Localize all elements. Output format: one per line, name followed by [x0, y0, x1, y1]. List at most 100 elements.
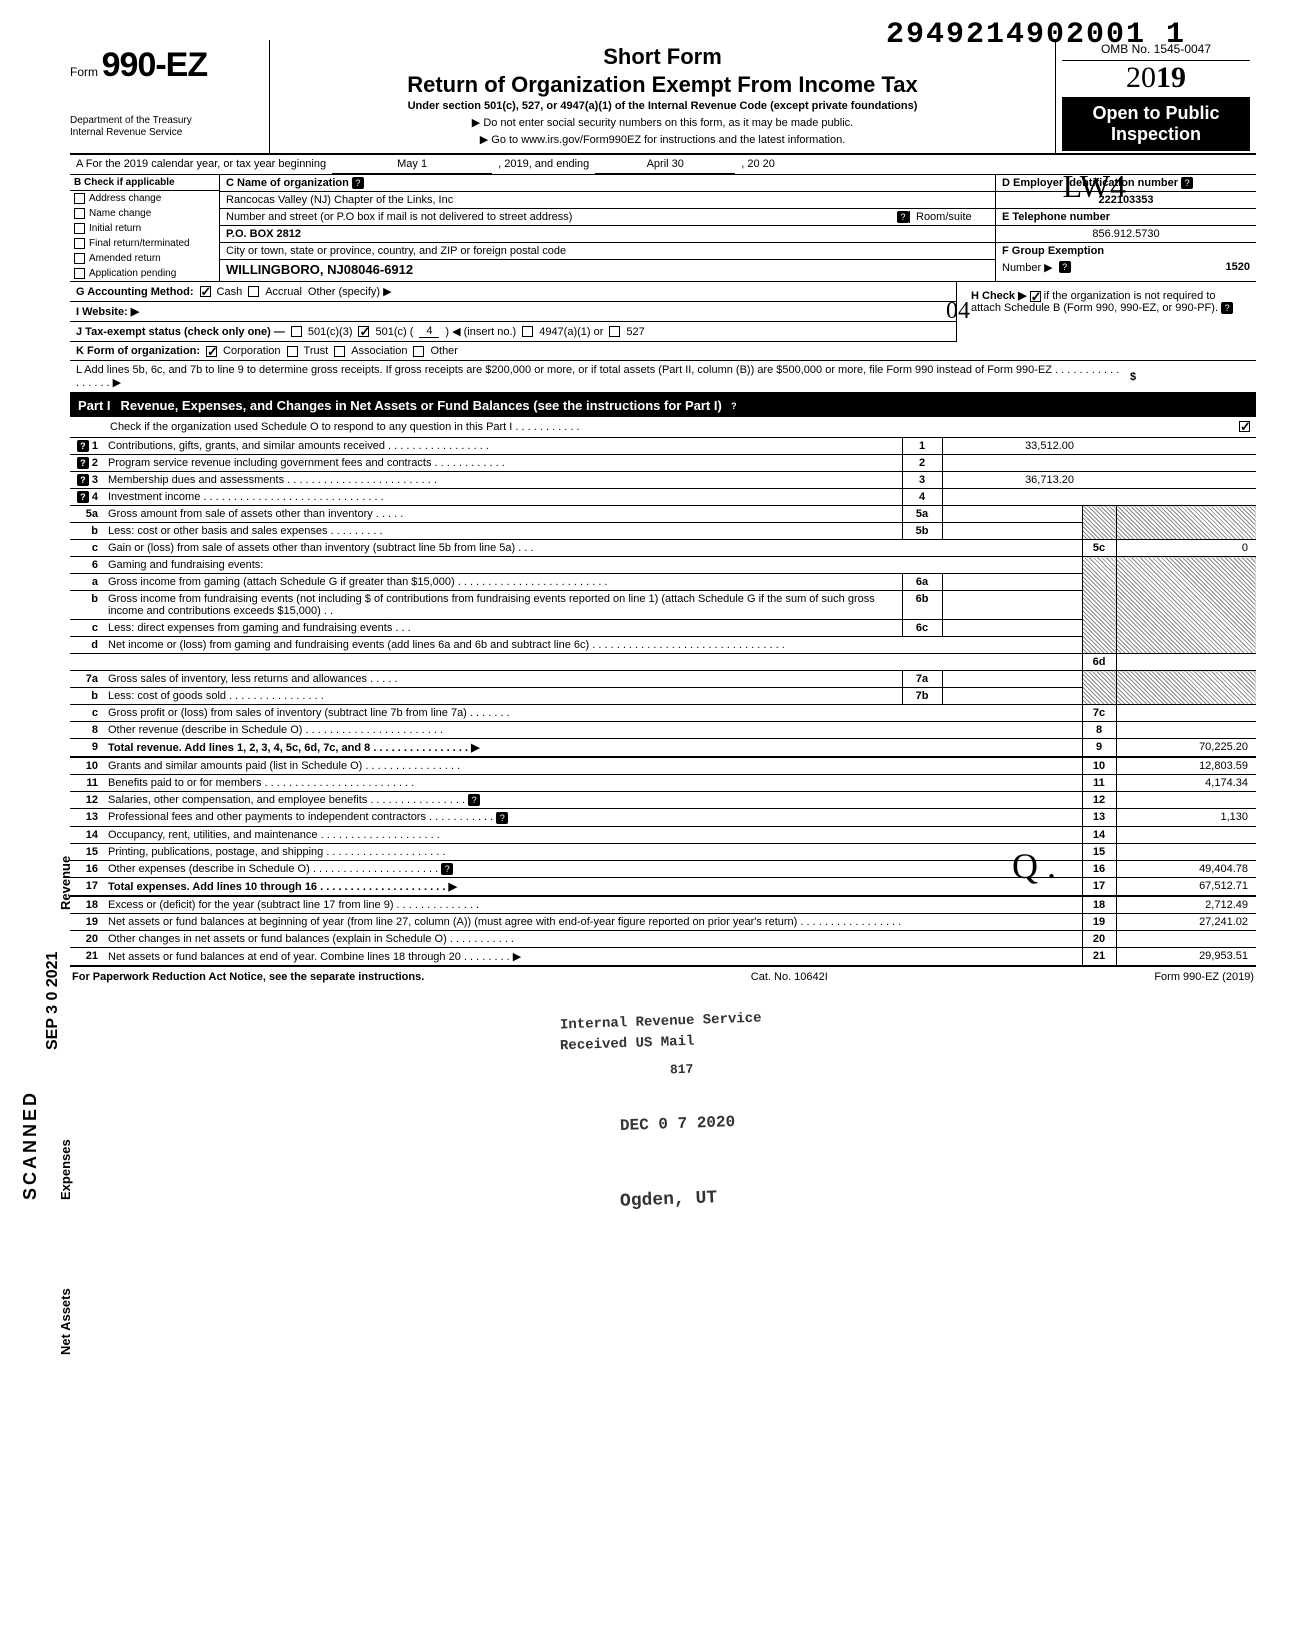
ln: 19 [70, 913, 104, 930]
chk-name-change[interactable] [74, 208, 85, 219]
help-icon[interactable]: ? [496, 812, 508, 824]
ib: 6b [902, 591, 942, 620]
table-row: 14Occupancy, rent, utilities, and mainte… [70, 826, 1256, 843]
lt: Investment income . . . . . . . . . . . … [104, 489, 902, 506]
ln: b [70, 591, 104, 620]
chk-501c3[interactable] [291, 326, 302, 337]
help-icon[interactable]: ? [352, 177, 364, 189]
table-row: 9Total revenue. Add lines 1, 2, 3, 4, 5c… [70, 739, 1256, 758]
help-icon[interactable]: ? [728, 400, 740, 412]
rn: 10 [1082, 757, 1116, 775]
help-icon[interactable]: ? [77, 474, 89, 486]
website-notice: ▶ Go to www.irs.gov/Form990EZ for instru… [280, 133, 1045, 146]
help-icon[interactable]: ? [77, 440, 89, 452]
iv [942, 506, 1082, 523]
ln: 20 [70, 930, 104, 947]
chk-sched-b[interactable] [1030, 291, 1041, 302]
chk-other-org[interactable] [413, 346, 424, 357]
table-row: ? 4Investment income . . . . . . . . . .… [70, 489, 1256, 506]
chk-527[interactable] [609, 326, 620, 337]
ln: 15 [70, 843, 104, 860]
lbl-4947: 4947(a)(1) or [539, 326, 603, 338]
document-locator-number: 2949214902001 1 [886, 18, 1186, 52]
line-g: G Accounting Method: Cash Accrual Other … [70, 282, 956, 302]
ln: d [70, 637, 104, 654]
lbl-other-org: Other [430, 345, 458, 357]
ln: 5a [70, 506, 104, 523]
tax-year-begin: May 1 [332, 155, 492, 174]
ln: a [70, 574, 104, 591]
rv: 1,130 [1116, 809, 1256, 826]
table-row: cGain or (loss) from sale of assets othe… [70, 540, 1256, 557]
help-icon[interactable]: ? [468, 794, 480, 806]
chk-initial-return[interactable] [74, 223, 85, 234]
chk-amended[interactable] [74, 253, 85, 264]
po-box: P.O. BOX 2812 [220, 226, 995, 243]
line-l: L Add lines 5b, 6c, and 7b to line 9 to … [70, 361, 1256, 394]
chk-corp[interactable] [206, 346, 217, 357]
chk-accrual[interactable] [248, 286, 259, 297]
iv [942, 688, 1082, 705]
rn: 7c [1082, 705, 1116, 722]
lbl-address-change: Address change [89, 193, 161, 204]
chk-trust[interactable] [287, 346, 298, 357]
form-subtitle: Under section 501(c), 527, or 4947(a)(1)… [280, 100, 1045, 112]
help-icon[interactable]: ? [77, 457, 89, 469]
help-icon[interactable]: ? [1059, 261, 1071, 273]
form-number: 990-EZ [102, 46, 208, 84]
help-icon[interactable]: ? [1181, 177, 1193, 189]
stamp-ogden: Ogden, UT [620, 1188, 718, 1211]
table-row: 16Other expenses (describe in Schedule O… [70, 860, 1256, 877]
lt: Total expenses. Add lines 10 through 16 … [108, 881, 457, 893]
rn: 2 [902, 455, 942, 472]
addr-label: Number and street (or P.O box if mail is… [226, 211, 897, 223]
help-icon[interactable]: ? [441, 863, 453, 875]
phone-label: E Telephone number [1002, 211, 1110, 223]
help-icon[interactable]: ? [1221, 302, 1233, 314]
ln: 6 [70, 557, 104, 574]
table-row: 15Printing, publications, postage, and s… [70, 843, 1256, 860]
help-icon[interactable]: ? [77, 491, 89, 503]
lbl-name-change: Name change [89, 208, 151, 219]
shade [1116, 506, 1256, 540]
ib: 5b [902, 523, 942, 540]
rv: 4,174.34 [1116, 775, 1256, 792]
group-exempt-label: F Group Exemption [1002, 245, 1104, 257]
rv: 12,803.59 [1116, 757, 1256, 775]
lt: Net assets or fund balances at beginning… [104, 913, 1082, 930]
chk-501c[interactable] [358, 326, 369, 337]
page-footer: For Paperwork Reduction Act Notice, see … [70, 967, 1256, 987]
rn: 21 [1082, 947, 1116, 966]
chk-address-change[interactable] [74, 193, 85, 204]
rn: 18 [1082, 896, 1116, 914]
chk-sched-o[interactable] [1239, 421, 1250, 432]
room-label: Room/suite [909, 211, 989, 223]
line-a-mid: , 2019, and ending [492, 155, 595, 174]
ln: 14 [70, 826, 104, 843]
rn: 1 [902, 438, 942, 455]
stamp-received: Received US Mail [560, 1034, 695, 1055]
lt: Grants and similar amounts paid (list in… [104, 757, 1082, 775]
rv [1116, 843, 1256, 860]
lt: Total revenue. Add lines 1, 2, 3, 4, 5c,… [108, 742, 480, 754]
chk-cash[interactable] [200, 286, 211, 297]
part-1-table: ? 1Contributions, gifts, grants, and sim… [70, 438, 1256, 967]
chk-app-pending[interactable] [74, 268, 85, 279]
rn: 13 [1082, 809, 1116, 826]
lt: Occupancy, rent, utilities, and maintena… [104, 826, 1082, 843]
chk-4947[interactable] [522, 326, 533, 337]
line-l-dollar: $ [1130, 371, 1250, 383]
help-icon[interactable]: ? [897, 211, 909, 223]
table-row: 13Professional fees and other payments t… [70, 809, 1256, 826]
lt: Gaming and fundraising events: [104, 557, 1082, 574]
lbl-amended: Amended return [89, 253, 161, 264]
lt: Gross amount from sale of assets other t… [108, 508, 403, 520]
rn: 11 [1082, 775, 1116, 792]
part-1-header: Part I Revenue, Expenses, and Changes in… [70, 394, 1256, 417]
chk-assoc[interactable] [334, 346, 345, 357]
part-1-label: Part I [78, 398, 111, 413]
stamp-irs: Internal Revenue Service [560, 1010, 762, 1033]
chk-final-return[interactable] [74, 238, 85, 249]
ln: c [70, 540, 104, 557]
ln: 8 [70, 722, 104, 739]
